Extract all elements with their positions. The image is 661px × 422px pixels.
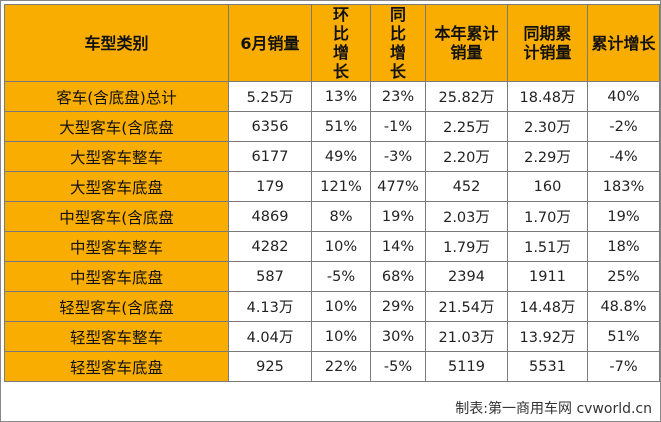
cell-prev-ytd-sales: 160 bbox=[507, 171, 588, 202]
row-category: 轻型客车底盘 bbox=[4, 351, 229, 382]
cell-june-sales: 4.13万 bbox=[228, 291, 312, 322]
cell-cum-growth: -7% bbox=[587, 351, 660, 382]
cell-june-sales: 6356 bbox=[228, 111, 312, 142]
header-yoy-growth: 同比增长 bbox=[370, 4, 426, 82]
cell-june-sales: 179 bbox=[228, 171, 312, 202]
cell-yoy-growth: -3% bbox=[370, 141, 426, 172]
table-row: 轻型客车(含底盘 4.13万 10% 29% 21.54万 14.48万 48.… bbox=[4, 291, 660, 322]
header-ytd-sales: 本年累计销量 bbox=[425, 4, 508, 82]
cell-june-sales: 4869 bbox=[228, 201, 312, 232]
cell-ytd-sales: 5119 bbox=[425, 351, 508, 382]
row-category: 客车(含底盘)总计 bbox=[4, 81, 229, 112]
cell-cum-growth: 40% bbox=[587, 81, 660, 112]
cell-cum-growth: 25% bbox=[587, 261, 660, 292]
cell-ytd-sales: 2.03万 bbox=[425, 201, 508, 232]
cell-mom-growth: 10% bbox=[311, 291, 371, 322]
table-row: 轻型客车整车 4.04万 10% 30% 21.03万 13.92万 51% bbox=[4, 321, 660, 352]
cell-mom-growth: 10% bbox=[311, 231, 371, 262]
row-category: 大型客车底盘 bbox=[4, 171, 229, 202]
cell-ytd-sales: 21.03万 bbox=[425, 321, 508, 352]
cell-june-sales: 6177 bbox=[228, 141, 312, 172]
header-cum-growth: 累计增长 bbox=[587, 4, 660, 82]
cell-yoy-growth: -1% bbox=[370, 111, 426, 142]
cell-yoy-growth: 30% bbox=[370, 321, 426, 352]
row-category: 中型客车底盘 bbox=[4, 261, 229, 292]
cell-cum-growth: -4% bbox=[587, 141, 660, 172]
cell-ytd-sales: 2.25万 bbox=[425, 111, 508, 142]
cell-cum-growth: 51% bbox=[587, 321, 660, 352]
cell-mom-growth: 51% bbox=[311, 111, 371, 142]
cell-ytd-sales: 2394 bbox=[425, 261, 508, 292]
cell-prev-ytd-sales: 2.30万 bbox=[507, 111, 588, 142]
cell-prev-ytd-sales: 2.29万 bbox=[507, 141, 588, 172]
cell-yoy-growth: 477% bbox=[370, 171, 426, 202]
row-category: 轻型客车(含底盘 bbox=[4, 291, 229, 322]
table-row: 大型客车底盘 179 121% 477% 452 160 183% bbox=[4, 171, 660, 202]
cell-prev-ytd-sales: 13.92万 bbox=[507, 321, 588, 352]
cell-mom-growth: 10% bbox=[311, 321, 371, 352]
cell-ytd-sales: 2.20万 bbox=[425, 141, 508, 172]
cell-prev-ytd-sales: 14.48万 bbox=[507, 291, 588, 322]
cell-prev-ytd-sales: 1911 bbox=[507, 261, 588, 292]
cell-cum-growth: 183% bbox=[587, 171, 660, 202]
cell-mom-growth: -5% bbox=[311, 261, 371, 292]
header-prev-ytd-sales: 同期累计销量 bbox=[507, 4, 588, 82]
cell-ytd-sales: 1.79万 bbox=[425, 231, 508, 262]
header-june-sales: 6月销量 bbox=[228, 4, 312, 82]
cell-prev-ytd-sales: 1.70万 bbox=[507, 201, 588, 232]
table-row: 中型客车底盘 587 -5% 68% 2394 1911 25% bbox=[4, 261, 660, 292]
cell-mom-growth: 121% bbox=[311, 171, 371, 202]
cell-ytd-sales: 25.82万 bbox=[425, 81, 508, 112]
table-row: 大型客车整车 6177 49% -3% 2.20万 2.29万 -4% bbox=[4, 141, 660, 172]
cell-prev-ytd-sales: 18.48万 bbox=[507, 81, 588, 112]
cell-cum-growth: 18% bbox=[587, 231, 660, 262]
bus-sales-table: 车型类别 6月销量 环比增长 同比增长 本年累计销量 同期累计销量 累计增长 客… bbox=[4, 4, 660, 382]
cell-prev-ytd-sales: 1.51万 bbox=[507, 231, 588, 262]
row-category: 大型客车(含底盘 bbox=[4, 111, 229, 142]
cell-cum-growth: 19% bbox=[587, 201, 660, 232]
cell-ytd-sales: 21.54万 bbox=[425, 291, 508, 322]
cell-prev-ytd-sales: 5531 bbox=[507, 351, 588, 382]
table-row: 中型客车(含底盘 4869 8% 19% 2.03万 1.70万 19% bbox=[4, 201, 660, 232]
cell-mom-growth: 8% bbox=[311, 201, 371, 232]
header-mom-growth: 环比增长 bbox=[311, 4, 371, 82]
cell-yoy-growth: -5% bbox=[370, 351, 426, 382]
cell-yoy-growth: 68% bbox=[370, 261, 426, 292]
header-row: 车型类别 6月销量 环比增长 同比增长 本年累计销量 同期累计销量 累计增长 bbox=[4, 4, 660, 82]
cell-mom-growth: 13% bbox=[311, 81, 371, 112]
source-credit: 制表:第一商用车网 cvworld.cn bbox=[455, 401, 652, 417]
header-category: 车型类别 bbox=[4, 4, 229, 82]
cell-june-sales: 4.04万 bbox=[228, 321, 312, 352]
cell-cum-growth: 48.8% bbox=[587, 291, 660, 322]
cell-june-sales: 587 bbox=[228, 261, 312, 292]
row-category: 轻型客车整车 bbox=[4, 321, 229, 352]
cell-mom-growth: 49% bbox=[311, 141, 371, 172]
cell-june-sales: 5.25万 bbox=[228, 81, 312, 112]
cell-june-sales: 925 bbox=[228, 351, 312, 382]
table-row: 客车(含底盘)总计 5.25万 13% 23% 25.82万 18.48万 40… bbox=[4, 81, 660, 112]
cell-cum-growth: -2% bbox=[587, 111, 660, 142]
row-category: 中型客车(含底盘 bbox=[4, 201, 229, 232]
table-row: 中型客车整车 4282 10% 14% 1.79万 1.51万 18% bbox=[4, 231, 660, 262]
row-category: 中型客车整车 bbox=[4, 231, 229, 262]
cell-ytd-sales: 452 bbox=[425, 171, 508, 202]
table-row: 轻型客车底盘 925 22% -5% 5119 5531 -7% bbox=[4, 351, 660, 382]
cell-june-sales: 4282 bbox=[228, 231, 312, 262]
cell-mom-growth: 22% bbox=[311, 351, 371, 382]
cell-yoy-growth: 23% bbox=[370, 81, 426, 112]
cell-yoy-growth: 29% bbox=[370, 291, 426, 322]
table-row: 大型客车(含底盘 6356 51% -1% 2.25万 2.30万 -2% bbox=[4, 111, 660, 142]
row-category: 大型客车整车 bbox=[4, 141, 229, 172]
cell-yoy-growth: 19% bbox=[370, 201, 426, 232]
cell-yoy-growth: 14% bbox=[370, 231, 426, 262]
